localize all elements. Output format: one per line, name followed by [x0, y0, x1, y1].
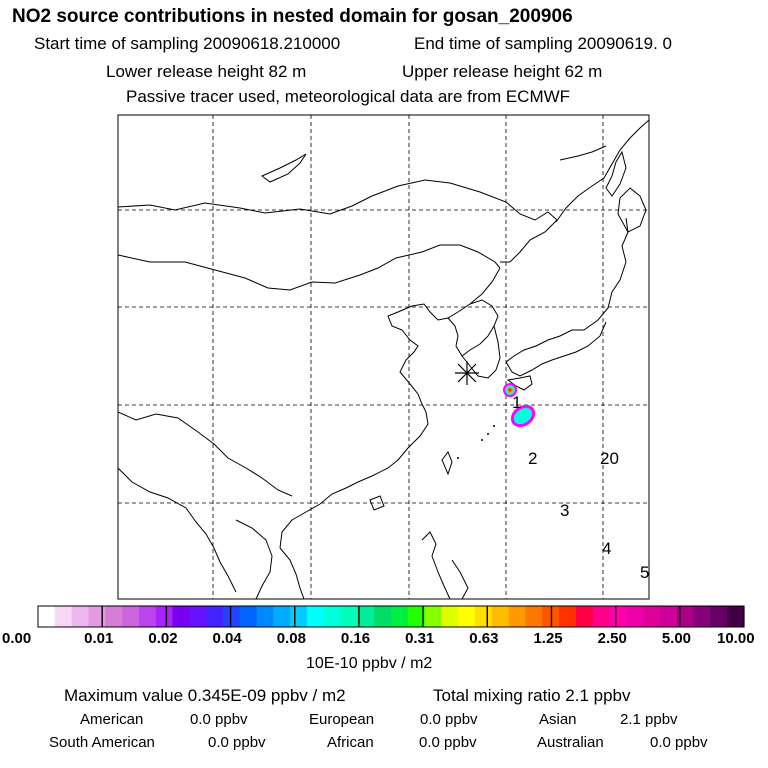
- colorbar-cell: [575, 606, 594, 627]
- colorbar-cell: [407, 606, 426, 627]
- region-name-american: American: [80, 711, 144, 728]
- colorbar-cell: [424, 606, 443, 627]
- colorbar-cell: [88, 606, 106, 627]
- colorbar-tick-label: 0.31: [405, 630, 435, 647]
- region-value-african: 0.0 ppbv: [419, 734, 477, 751]
- region-value-australian: 0.0 ppbv: [650, 734, 708, 751]
- colorbar-cell: [105, 606, 123, 627]
- maximum-value: Maximum value 0.345E-09 ppbv / m2: [64, 686, 346, 705]
- colorbar-cell: [138, 606, 157, 627]
- colorbar-cell: [592, 606, 611, 627]
- lower-release-height-label: Lower release height 82 m: [106, 62, 307, 81]
- colorbar-cell: [256, 606, 274, 627]
- region-value-south-american: 0.0 ppbv: [208, 734, 266, 751]
- colorbar-cell: [441, 606, 459, 627]
- colorbar-cell: [374, 606, 392, 627]
- region-name-african: African: [327, 734, 374, 751]
- islands: [457, 425, 495, 459]
- region-value-asian: 2.1 ppbv: [620, 711, 678, 728]
- colorbar-tick-label: 2.50: [597, 630, 627, 647]
- colorbar-cell: [391, 606, 409, 627]
- region-value-european: 0.0 ppbv: [420, 711, 478, 728]
- colorbar-cell: [71, 606, 90, 627]
- colorbar-cell: [273, 606, 291, 627]
- day-label: 4: [602, 539, 611, 558]
- coastlines: [118, 119, 649, 599]
- colorbar-cell: [710, 606, 728, 627]
- region-name-european: European: [309, 711, 375, 728]
- receptor-marker-icon: [455, 361, 479, 385]
- colorbar-tick-label: 0.04: [212, 630, 242, 647]
- colorbar-cell: [172, 606, 190, 627]
- colorbar-cell: [659, 606, 678, 627]
- colorbar-cell: [609, 606, 627, 627]
- colorbar-cell: [491, 606, 510, 627]
- day-label: 20: [600, 449, 619, 468]
- region-value-american: 0.0 ppbv: [190, 711, 248, 728]
- colorbar-frame: [37, 605, 745, 628]
- colorbar-cell: [357, 606, 375, 627]
- colorbar-cell: [189, 606, 207, 627]
- colorbar-cell: [693, 606, 711, 627]
- map-frame: [117, 114, 650, 600]
- concentration-hotspot-north: [503, 383, 517, 397]
- colorbar-cell: [727, 606, 745, 627]
- colorbar-cell: [508, 606, 527, 627]
- colorbar-unit: 10E-10 ppbv / m2: [306, 655, 433, 672]
- day-label: 3: [560, 501, 569, 520]
- colorbar-cell: [239, 606, 258, 627]
- colorbar-cell: [340, 606, 358, 627]
- colorbar-cell: [559, 606, 577, 627]
- colorbar-cell: [206, 606, 224, 627]
- concentration-hotspot-south: [510, 404, 536, 428]
- colorbar-cell: [458, 606, 476, 627]
- colorbar-tick-label: 0.08: [276, 630, 306, 647]
- colorbar-tick-label: 0.01: [84, 630, 114, 647]
- colorbar-cell: [222, 606, 241, 627]
- colorbar-cell: [122, 606, 140, 627]
- tracer-note: Passive tracer used, meteorological data…: [126, 87, 571, 106]
- colorbar-cell: [306, 606, 325, 627]
- colorbar-tick-label: 0.00: [2, 630, 32, 647]
- colorbar-tick-label: 0.63: [469, 630, 499, 647]
- region-name-australian: Australian: [537, 734, 604, 751]
- colorbar-cell: [676, 606, 695, 627]
- end-time-label: End time of sampling 20090619. 0: [414, 34, 673, 53]
- plot-title: NO2 source contributions in nested domai…: [12, 6, 573, 27]
- region-name-south-american: South American: [49, 734, 155, 751]
- colorbar-cell: [475, 606, 493, 627]
- day-label: 2: [528, 449, 537, 468]
- colorbar-cell: [525, 606, 543, 627]
- total-mixing-ratio: Total mixing ratio 2.1 ppbv: [433, 686, 631, 705]
- colorbar-cell: [626, 606, 644, 627]
- colorbar-cell: [643, 606, 661, 627]
- colorbar-tick-label: 5.00: [661, 630, 692, 647]
- upper-release-height-label: Upper release height 62 m: [402, 62, 603, 81]
- colorbar-tick-label: 10.00: [717, 630, 755, 647]
- colorbar-tick-label: 0.02: [148, 630, 178, 647]
- colorbar-cell: [290, 606, 308, 627]
- day-label: 5: [640, 563, 649, 582]
- lat-lon-grid: [118, 115, 649, 599]
- day-label: 1: [512, 393, 521, 412]
- region-name-asian: Asian: [539, 711, 577, 728]
- colorbar-tick-label: 0.16: [340, 630, 371, 647]
- colorbar-tick-label: 1.25: [533, 630, 563, 647]
- colorbar-cell: [323, 606, 342, 627]
- start-time-label: Start time of sampling 20090618.210000: [34, 34, 341, 53]
- colorbar-cell: [54, 606, 73, 627]
- colorbar-cell: [155, 606, 174, 627]
- colorbar-cell: [38, 606, 56, 627]
